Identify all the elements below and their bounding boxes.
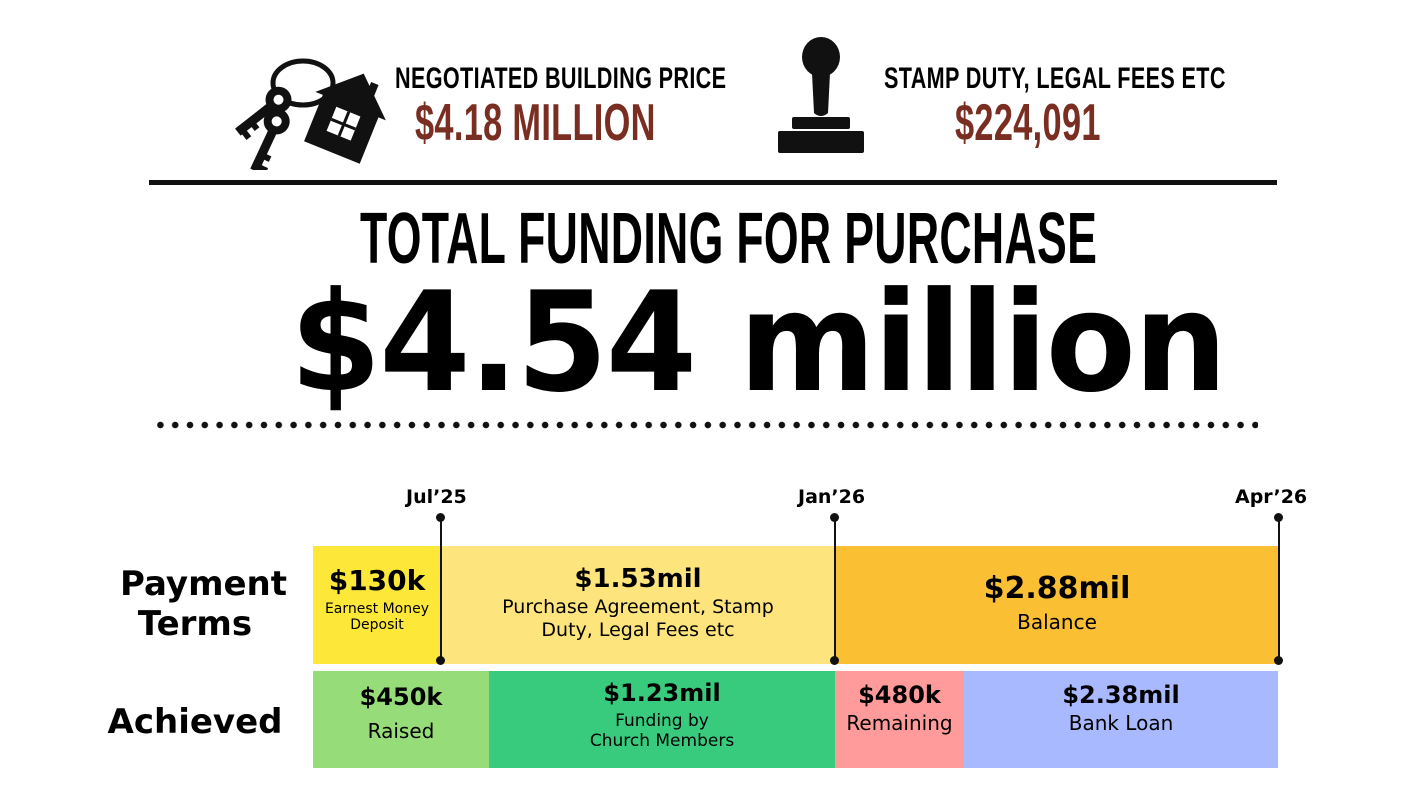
segment-amount: $450k [359, 683, 443, 711]
house-keys-icon [215, 45, 395, 174]
stamp-duty-label: STAMP DUTY, LEGAL FEES ETC [884, 62, 1226, 95]
stamp-icon [776, 35, 866, 155]
timeline-dot [830, 656, 839, 665]
segment-description: Earnest Money Deposit [324, 601, 430, 633]
total-funding-value: $4.54 million [290, 262, 1227, 423]
achieved-label: Achieved [107, 702, 283, 742]
timeline-dot [1274, 656, 1283, 665]
segment-description: Balance [1017, 610, 1097, 634]
achieved-segment-remaining: $480k Remaining [835, 671, 964, 768]
segment-description: Remaining [846, 711, 953, 735]
achieved-segment-raised: $450k Raised [313, 671, 489, 768]
total-funding-label: TOTAL FUNDING FOR PURCHASE [360, 199, 1098, 279]
date-label-jul25: Jul’25 [406, 486, 467, 508]
timeline-marker-jan26 [834, 518, 836, 661]
dotted-divider [153, 421, 1258, 429]
achieved-segment-bank-loan: $2.38mil Bank Loan [964, 671, 1278, 768]
payment-segment-purchase-agreement: $1.53mil Purchase Agreement, Stamp Duty,… [441, 546, 835, 664]
building-price-label: NEGOTIATED BUILDING PRICE [395, 62, 727, 95]
building-price-value: $4.18 MILLION [415, 94, 656, 152]
segment-description: Raised [367, 719, 435, 743]
segment-amount: $1.23mil [603, 679, 721, 707]
stamp-duty-value: $224,091 [955, 94, 1101, 152]
segment-description: Funding by Church Members [589, 711, 735, 751]
date-label-jan26: Jan’26 [798, 486, 866, 508]
timeline-dot [436, 656, 445, 665]
segment-amount: $2.38mil [1062, 681, 1180, 709]
payment-terms-label: Payment Terms [100, 564, 290, 644]
timeline-marker-apr26 [1278, 518, 1280, 661]
segment-amount: $480k [858, 681, 941, 709]
segment-amount: $1.53mil [574, 564, 702, 594]
payment-terms-text: Payment Terms [120, 564, 288, 644]
timeline-dot [436, 513, 445, 522]
achieved-segment-church-members: $1.23mil Funding by Church Members [489, 671, 835, 768]
segment-amount: $2.88mil [983, 571, 1131, 606]
date-label-apr26: Apr’26 [1235, 486, 1308, 508]
segment-amount: $130k [328, 564, 426, 597]
timeline-dot [830, 513, 839, 522]
timeline-dot [1274, 513, 1283, 522]
segment-description: Purchase Agreement, Stamp Duty, Legal Fe… [502, 596, 774, 641]
divider-line [149, 180, 1277, 185]
payment-segment-deposit: $130k Earnest Money Deposit [313, 546, 441, 664]
payment-segment-balance: $2.88mil Balance [835, 546, 1279, 664]
segment-description: Bank Loan [1068, 711, 1174, 735]
timeline-marker-jul25 [440, 518, 442, 661]
